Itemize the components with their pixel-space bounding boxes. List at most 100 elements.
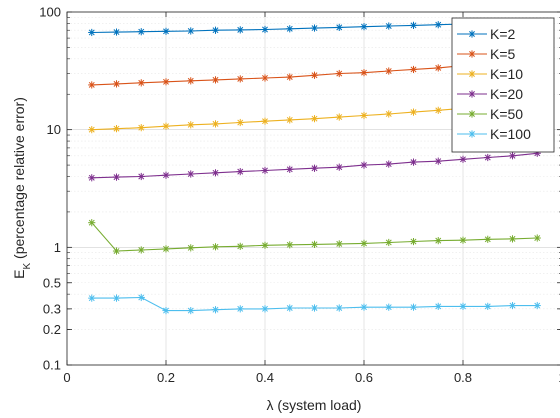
marker-stroke [361,69,367,76]
marker-stroke [410,109,417,116]
data-point [112,28,121,36]
data-point [335,113,343,121]
data-point [508,235,517,243]
data-point [434,106,442,114]
series-k-20 [88,149,541,182]
marker-stroke [113,29,120,36]
marker-stroke [237,305,244,312]
data-point [112,294,121,302]
marker-stroke [534,235,541,241]
data-point [137,124,145,132]
marker-stroke [286,25,293,32]
data-point [484,153,492,162]
data-point [360,111,368,120]
marker-stroke [88,29,95,36]
marker-stroke [138,28,145,35]
marker-stroke [311,305,318,311]
marker-stroke [460,237,466,244]
data-point [112,173,121,181]
marker-stroke [435,64,442,71]
y-tick-label: 0.5 [43,275,61,290]
data-point [310,164,319,172]
y-axis-label-sub: K [22,263,33,270]
x-axis-label: λ (system load) [267,397,362,413]
data-point [88,174,96,182]
y-tick-label: 0.2 [43,322,61,337]
marker-stroke [262,26,268,33]
legend-entry: K=10 [457,66,523,82]
data-point [162,27,170,35]
marker-stroke [460,303,466,310]
data-point [409,303,418,311]
data-point [335,69,343,78]
data-point [137,293,145,302]
data-point [459,155,467,163]
marker-stroke [435,107,442,114]
marker-stroke [484,303,491,310]
data-point [112,125,121,133]
marker-stroke [311,115,318,122]
marker-stroke [138,247,145,253]
axes-box [66,11,560,366]
data-point [310,71,319,79]
x-tick-label: 1 [558,370,560,385]
marker-stroke [361,23,367,30]
data-point [261,25,269,34]
data-point [484,235,492,243]
data-point [459,302,467,310]
marker-stroke [113,295,120,302]
data-point [236,242,244,250]
data-point [360,303,368,311]
marker-stroke [237,75,244,82]
data-point [508,152,517,160]
marker-stroke [410,22,417,29]
data-point [162,171,170,179]
marker-stroke [385,161,392,168]
marker-stroke [212,27,219,34]
y-tick-label: 100 [39,5,61,20]
marker-stroke [361,162,367,169]
legend: K=2 K=5 K=10 K=20 K=50 K=100 [451,17,555,153]
data-point [409,158,418,166]
x-tick-label: 0.6 [355,370,373,385]
legend-box [451,17,555,153]
data-point [286,304,294,312]
marker-stroke [469,31,475,37]
marker-stroke [262,305,268,312]
marker-stroke [163,172,169,179]
data-point [261,117,269,125]
y-tick-label: 0.3 [43,301,61,316]
data-point [187,170,195,178]
marker-stroke [361,112,367,119]
legend-marker [468,50,476,58]
marker-stroke [410,66,417,73]
marker-stroke [484,154,491,161]
marker-stroke [509,302,516,309]
data-point [236,26,244,34]
marker-stroke [385,111,392,117]
legend-marker [468,110,476,118]
data-point [385,303,393,311]
marker-stroke [88,126,95,133]
marker-stroke [88,81,95,88]
y-axis-label-rest: (percentage relative error) [11,97,27,263]
data-point [310,24,319,32]
data-point [286,73,294,81]
marker-stroke [435,237,442,244]
marker-stroke [534,302,541,309]
legend-label: K=50 [490,106,523,122]
data-point [508,301,517,310]
data-point [162,306,170,315]
data-point [112,247,121,255]
marker-stroke [484,236,491,243]
marker-stroke [187,244,194,251]
legend-marker [468,70,476,78]
data-point [335,240,343,248]
marker-stroke [138,173,145,180]
series-k-50 [88,219,541,255]
data-point [310,240,319,248]
marker-stroke [187,28,194,34]
marker-stroke [410,238,417,245]
data-point [409,21,418,29]
